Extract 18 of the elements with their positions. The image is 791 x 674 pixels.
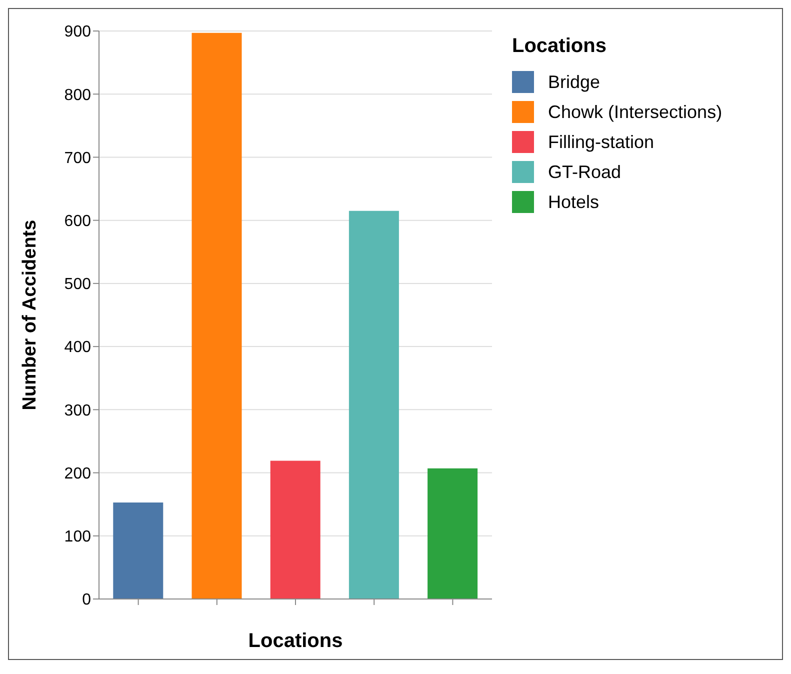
- x-axis-title: Locations: [248, 630, 343, 652]
- y-tick-label: 400: [64, 339, 92, 356]
- legend-label: Chowk (Intersections): [548, 101, 722, 124]
- y-tick-label: 700: [64, 150, 92, 167]
- y-tick-label: 500: [64, 276, 92, 294]
- y-tick-label: 300: [64, 402, 92, 420]
- legend-label: GT-Road: [548, 161, 622, 184]
- y-tick-label: 600: [64, 213, 92, 230]
- y-tick-label: 900: [64, 24, 92, 41]
- legend-title: Locations: [512, 34, 608, 59]
- legend-label: Bridge: [548, 71, 600, 94]
- legend-label: Hotels: [548, 191, 600, 214]
- y-tick-label: 800: [64, 86, 92, 104]
- legend-label: Filling-station: [548, 131, 654, 154]
- y-tick-label: 200: [64, 465, 92, 482]
- y-tick-label: 0: [82, 592, 92, 609]
- y-axis-title: Number of Accidents: [20, 220, 41, 410]
- y-tick-label: 100: [64, 528, 92, 546]
